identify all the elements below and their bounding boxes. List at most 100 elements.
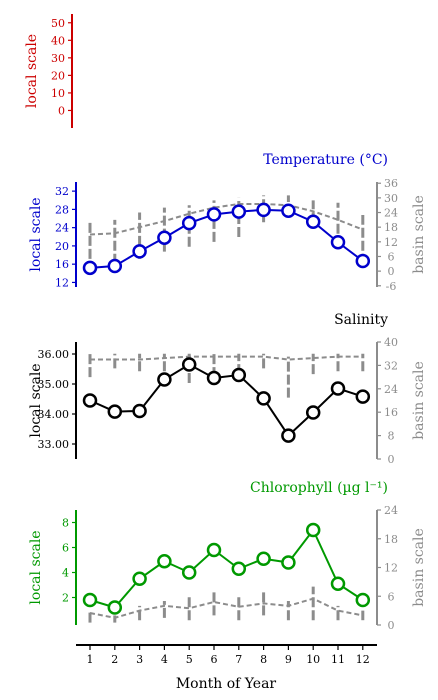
right-tick-label: 24	[384, 504, 398, 517]
basin-mean-line	[89, 202, 364, 236]
right-tick-label: 12	[384, 562, 398, 575]
right-tick-label: 0	[388, 265, 395, 278]
right-axis-title: basin scale	[411, 361, 427, 440]
x-tick-label: 9	[285, 653, 292, 666]
x-tick-label: 5	[186, 653, 193, 666]
local-data-point	[107, 404, 123, 419]
local-data-point	[330, 576, 346, 591]
local-data-point	[206, 207, 222, 222]
panel-title: Salinity	[334, 312, 388, 328]
basin-mean-line	[89, 597, 363, 619]
local-data-point	[206, 370, 222, 386]
left-tick-label: 30	[51, 52, 65, 65]
right-tick-label: 32	[384, 359, 398, 372]
right-tick-label: 12	[384, 236, 398, 249]
panel-3: 33.00 34.00 35.00 36.00 local scale Salinity 0…	[28, 312, 427, 466]
local-data-point	[82, 260, 98, 276]
left-tick-label: 10	[51, 87, 65, 100]
x-tick-label: 7	[235, 653, 242, 666]
x-tick-label: 10	[306, 653, 320, 666]
right-tick-label: 30	[384, 192, 398, 205]
local-data-point	[157, 230, 172, 245]
left-tick-label: 36.00	[38, 348, 70, 361]
left-tick-label: 35.00	[38, 378, 70, 391]
right-tick-label: 18	[384, 221, 398, 234]
local-data-point	[157, 554, 172, 569]
left-tick-label: 20	[55, 240, 69, 253]
right-tick-label: -6	[386, 280, 397, 293]
left-tick-label: 40	[51, 34, 65, 47]
local-data-point	[281, 555, 296, 570]
local-series-line	[89, 208, 364, 269]
left-axis-title: local scale	[28, 530, 44, 604]
left-tick-label: 16	[55, 258, 69, 271]
panel-title: Temperature (°C)	[263, 152, 388, 168]
right-tick-label: 16	[384, 406, 398, 419]
local-data-point	[107, 258, 123, 274]
x-axis-title: Month of Year	[176, 676, 277, 692]
x-tick-label: 8	[260, 653, 267, 666]
local-data-point	[305, 214, 321, 229]
left-tick-label: 0	[58, 104, 65, 117]
right-tick-label: 40	[384, 336, 398, 349]
left-tick-label: 28	[55, 203, 69, 216]
x-tick-label: 6	[211, 653, 218, 666]
basin-mean-line	[90, 355, 363, 361]
local-series-line	[89, 528, 364, 609]
right-tick-label: 0	[388, 619, 395, 632]
left-tick-label: 20	[51, 69, 65, 82]
local-data-point	[281, 203, 296, 219]
local-data-point	[355, 253, 371, 269]
panel-title: Chlorophyll (µg l⁻¹)	[250, 480, 388, 496]
right-tick-label: 8	[388, 430, 395, 443]
panel-2: 12 16 20 24 28 32 local scale Temperature (°C) -…	[28, 152, 427, 293]
left-axis-title: local scale	[24, 34, 40, 108]
left-tick-label: 24	[55, 222, 69, 235]
local-data-point	[355, 389, 371, 404]
right-axis-title: basin scale	[411, 195, 427, 274]
local-data-point	[181, 357, 197, 372]
local-data-point	[256, 202, 271, 218]
local-data-point	[330, 235, 346, 250]
local-series-line	[89, 363, 364, 438]
left-tick-label: 4	[62, 567, 69, 580]
local-data-point	[281, 428, 296, 443]
right-axis-title: basin scale	[411, 528, 427, 607]
left-tick-label: 6	[62, 542, 69, 555]
local-data-point	[305, 522, 321, 538]
left-tick-label: 34.00	[38, 408, 70, 421]
left-tick-label: 8	[62, 517, 69, 530]
x-tick-label: 12	[356, 653, 370, 666]
local-data-point	[231, 367, 247, 383]
x-tick-label: 2	[111, 653, 118, 666]
right-tick-label: 24	[384, 383, 398, 396]
right-tick-label: 0	[388, 453, 395, 466]
right-tick-label: 6	[388, 590, 395, 603]
left-axis-title: local scale	[28, 197, 44, 271]
x-tick-label: 1	[87, 653, 94, 666]
left-tick-label: 32	[55, 185, 69, 198]
local-data-point	[355, 592, 371, 608]
x-tick-label: 4	[161, 653, 168, 666]
local-data-point	[305, 405, 321, 420]
right-tick-label: 24	[384, 207, 398, 220]
local-data-point	[132, 571, 147, 586]
right-tick-label: 6	[388, 250, 395, 263]
panel-1: 0 10 20 30 40 50 local scale	[24, 14, 73, 128]
local-data-point	[181, 565, 197, 580]
x-tick-label: 3	[136, 653, 143, 666]
local-data-point	[256, 391, 271, 406]
left-tick-label: 50	[51, 17, 65, 30]
local-data-point	[181, 215, 197, 231]
local-data-point	[107, 600, 123, 615]
left-axis-title: local scale	[28, 363, 44, 437]
local-data-point	[132, 244, 147, 259]
right-tick-label: 18	[384, 533, 398, 546]
local-data-point	[231, 561, 247, 576]
local-data-point	[82, 592, 98, 608]
left-tick-label: 2	[62, 592, 69, 605]
local-data-point	[256, 551, 271, 566]
left-tick-label: 33.00	[38, 438, 70, 451]
